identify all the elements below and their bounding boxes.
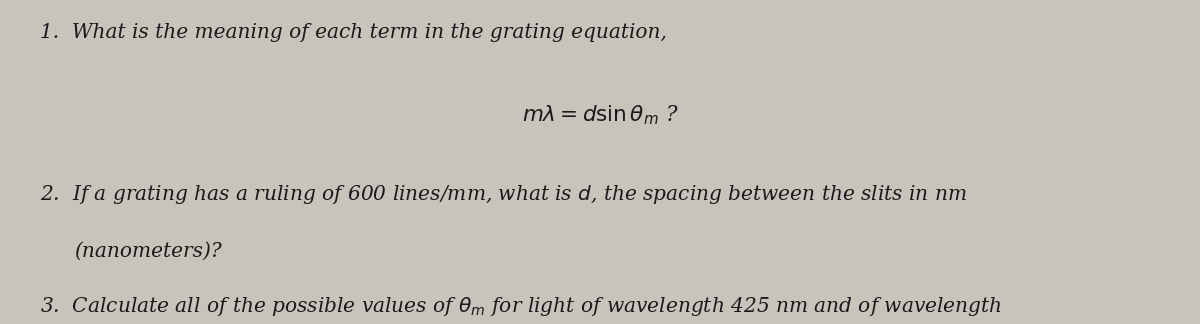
Text: 3.  Calculate all of the possible values of $\theta_m$ for light of wavelength 4: 3. Calculate all of the possible values …: [40, 295, 1001, 318]
Text: (nanometers)?: (nanometers)?: [74, 241, 222, 260]
Text: 1.  What is the meaning of each term in the grating equation,: 1. What is the meaning of each term in t…: [40, 23, 666, 42]
Text: 2.  If a grating has a ruling of 600 lines/mm, what is $d$, the spacing between : 2. If a grating has a ruling of 600 line…: [40, 183, 966, 206]
Text: $m\lambda = d\sin\theta_m$ ?: $m\lambda = d\sin\theta_m$ ?: [522, 104, 678, 127]
